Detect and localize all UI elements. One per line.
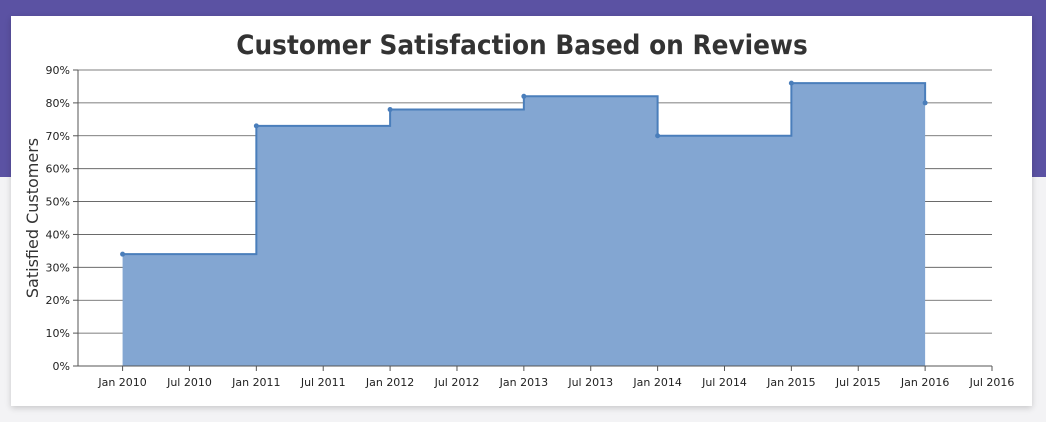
y-tick-label: 90%: [46, 64, 70, 77]
y-tick-label: 70%: [46, 130, 70, 143]
y-tick-label: 10%: [46, 327, 70, 340]
x-tick-label: Jan 2010: [97, 376, 146, 389]
y-axis-label: Satisfied Customers: [23, 138, 42, 298]
y-tick-label: 40%: [46, 228, 70, 241]
data-point: [253, 123, 259, 129]
x-tick-label: Jan 2012: [365, 376, 414, 389]
data-point: [922, 100, 928, 106]
data-point: [521, 93, 527, 99]
y-tick-label: 0%: [53, 360, 70, 373]
data-point: [655, 133, 661, 139]
y-tick-label: 60%: [46, 163, 70, 176]
plot-area: [122, 82, 927, 367]
y-tick-label: 20%: [46, 294, 70, 307]
x-tick-label: Jul 2016: [969, 376, 1015, 389]
x-tick-label: Jul 2012: [434, 376, 480, 389]
x-tick-label: Jul 2013: [567, 376, 613, 389]
x-tick-label: Jul 2011: [300, 376, 346, 389]
y-tick-label: 30%: [46, 261, 70, 274]
data-point: [788, 80, 794, 86]
area-fill: [122, 83, 926, 367]
x-tick-label: Jan 2014: [632, 376, 681, 389]
x-tick-label: Jul 2015: [835, 376, 881, 389]
axes: [77, 70, 993, 371]
data-point: [387, 106, 393, 112]
data-points: [120, 80, 928, 257]
data-point: [120, 251, 126, 257]
x-tick-label: Jan 2015: [766, 376, 815, 389]
x-tick-label: Jul 2014: [701, 376, 747, 389]
y-tick-label: 50%: [46, 196, 70, 209]
x-tick-label: Jul 2010: [166, 376, 212, 389]
y-tick-labels: 0% 10% 20% 30% 40% 50% 60% 70% 80% 90%: [46, 64, 70, 373]
chart-title: Customer Satisfaction Based on Reviews: [236, 30, 807, 61]
x-tick-label: Jan 2016: [900, 376, 949, 389]
y-tick-label: 80%: [46, 97, 70, 110]
x-tick-labels: Jan 2010 Jul 2010 Jan 2011 Jul 2011 Jan 2012…: [97, 376, 1014, 389]
x-tick-label: Jan 2011: [231, 376, 280, 389]
x-tick-label: Jan 2013: [499, 376, 548, 389]
